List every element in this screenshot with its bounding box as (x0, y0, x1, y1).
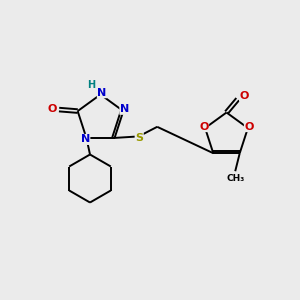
Text: CH₃: CH₃ (227, 174, 245, 183)
Text: O: O (240, 91, 249, 101)
Text: N: N (81, 134, 90, 144)
Text: N: N (98, 88, 106, 98)
Text: S: S (135, 133, 143, 142)
Text: O: O (199, 122, 208, 131)
Text: N: N (120, 104, 129, 114)
Text: H: H (87, 80, 96, 90)
Text: O: O (244, 122, 254, 131)
Text: O: O (48, 104, 57, 114)
